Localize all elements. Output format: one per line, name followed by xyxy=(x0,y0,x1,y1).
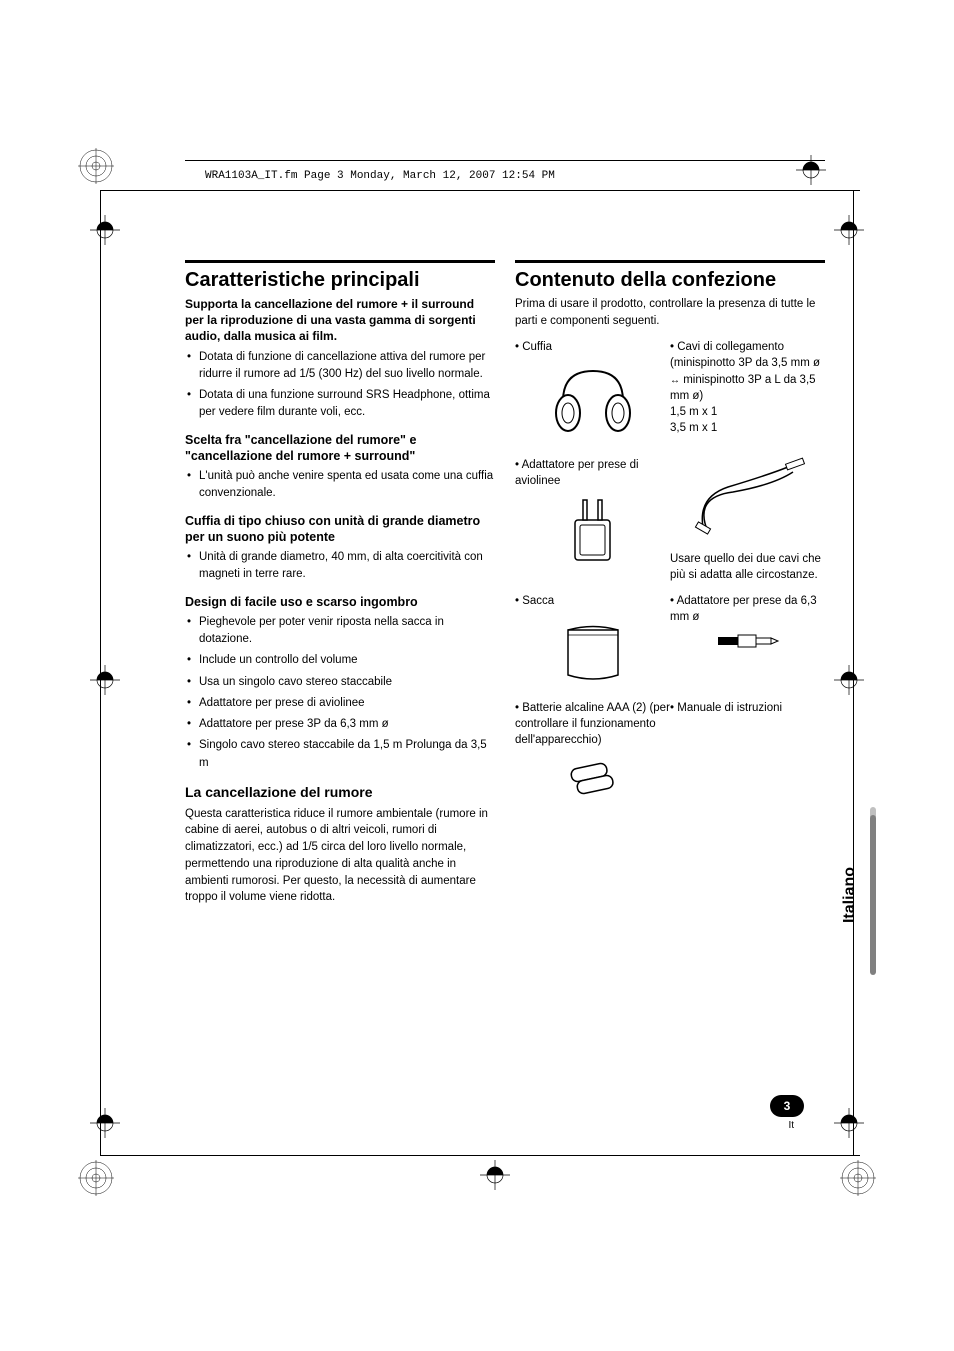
bullet-list: Unità di grande diametro, 40 mm, di alta… xyxy=(185,549,495,584)
header-runner: WRA1103A_IT.fm Page 3 Monday, March 12, … xyxy=(205,170,555,182)
intro-text: Prima di usare il prodotto, controllare … xyxy=(515,296,825,329)
register-mark-icon xyxy=(90,1108,120,1138)
subheading: Cuffia di tipo chiuso con unità di grand… xyxy=(185,513,495,546)
item-sacca: Sacca xyxy=(515,593,670,690)
list-item: Adattatore per prese di aviolinee xyxy=(199,695,495,712)
subheading: Design di facile uso e scarso ingombro xyxy=(185,594,495,610)
intro-bold: Supporta la cancellazione del rumore + i… xyxy=(185,296,495,345)
cable-icon xyxy=(688,457,808,547)
side-tab-label: Italiano xyxy=(841,867,859,923)
register-mark-icon xyxy=(834,1108,864,1138)
arrow-icon: ↔ xyxy=(670,375,680,386)
register-mark-icon xyxy=(834,215,864,245)
register-mark-icon xyxy=(480,1160,510,1190)
heading-caratteristiche: Caratteristiche principali xyxy=(185,269,495,292)
subheading: Scelta fra "cancellazione del rumore" e … xyxy=(185,432,495,465)
text: 1,5 m x 1 xyxy=(670,406,717,418)
register-mark-icon xyxy=(834,665,864,695)
list-item: Usa un singolo cavo stereo staccabile xyxy=(199,674,495,691)
header-rule xyxy=(185,160,825,161)
crop-mark-circle xyxy=(78,148,114,184)
frame-rule xyxy=(100,190,101,1155)
list-item: Adattatore per prese 3P da 6,3 mm ø xyxy=(199,716,495,733)
item-label: Batterie alcaline AAA (2) (per controlla… xyxy=(515,700,670,748)
page-number-badge: 3 xyxy=(770,1095,804,1117)
bullet-list: L'unità può anche venire spenta ed usata… xyxy=(185,468,495,503)
register-mark-icon xyxy=(90,665,120,695)
crop-mark-circle xyxy=(840,1160,876,1196)
item-label: Adattatore per prese di aviolinee xyxy=(515,457,670,489)
pouch-icon xyxy=(558,615,628,690)
page-lang-code: It xyxy=(788,1120,794,1131)
item-label: Cavi di collegamento (minispinotto 3P da… xyxy=(670,339,825,436)
list-item: Include un controllo del volume xyxy=(199,652,495,669)
page-number: 3 xyxy=(784,1099,791,1113)
paragraph: Questa caratteristica riduce il rumore a… xyxy=(185,806,495,906)
bullet-list: Dotata di funzione di cancellazione atti… xyxy=(185,349,495,422)
item-label: Sacca xyxy=(515,593,670,609)
cable-note: Usare quello dei due cavi che più si ada… xyxy=(670,551,825,583)
list-item: Pieghevole per poter venir riposta nella… xyxy=(199,614,495,649)
item-manuale: Manuale di istruzioni xyxy=(670,700,825,804)
item-cuffia: Cuffia xyxy=(515,339,670,446)
list-item: Singolo cavo stereo staccabile da 1,5 m … xyxy=(199,737,495,772)
item-cavi-image: Usare quello dei due cavi che più si ada… xyxy=(670,457,825,583)
list-item: L'unità può anche venire spenta ed usata… xyxy=(199,468,495,503)
list-item: Dotata di funzione di cancellazione atti… xyxy=(199,349,495,384)
bullet-list: Pieghevole per poter venir riposta nella… xyxy=(185,614,495,772)
frame-rule xyxy=(100,1155,860,1156)
adapter-plug-icon xyxy=(713,631,783,656)
frame-rule xyxy=(100,190,860,191)
item-label: Manuale di istruzioni xyxy=(670,700,825,716)
crop-mark-circle xyxy=(78,1160,114,1196)
item-cavi: Cavi di collegamento (minispinotto 3P da… xyxy=(670,339,825,446)
register-mark-icon xyxy=(90,215,120,245)
list-item: Unità di grande diametro, 40 mm, di alta… xyxy=(199,549,495,584)
heading-contenuto: Contenuto della confezione xyxy=(515,269,825,292)
frame-rule xyxy=(853,190,854,1155)
right-column: Contenuto della confezione Prima di usar… xyxy=(515,260,825,916)
language-side-tab: Italiano xyxy=(836,830,864,960)
headphones-icon xyxy=(548,361,638,446)
side-tab-bar xyxy=(870,815,876,975)
text: 3,5 m x 1 xyxy=(670,422,717,434)
subheading-large: La cancellazione del rumore xyxy=(185,784,495,800)
left-column: Caratteristiche principali Supporta la c… xyxy=(185,260,495,916)
batteries-icon xyxy=(563,754,623,804)
text: Cavi di collegamento (minispinotto 3P da… xyxy=(670,341,820,369)
text: minispinotto 3P a L da 3,5 mm ø) xyxy=(670,374,816,402)
contents-grid: Cuffia Cavi di collegamento (minispinott… xyxy=(515,339,825,814)
airline-adapter-icon xyxy=(565,495,620,570)
section-bar xyxy=(515,260,825,263)
list-item: Dotata di una funzione surround SRS Head… xyxy=(199,387,495,422)
item-label: Cuffia xyxy=(515,339,670,355)
section-bar xyxy=(185,260,495,263)
item-batterie: Batterie alcaline AAA (2) (per controlla… xyxy=(515,700,670,804)
item-label: Adattatore per prese da 6,3 mm ø xyxy=(670,593,825,625)
item-adattatore-avio: Adattatore per prese di aviolinee xyxy=(515,457,670,583)
item-adattatore-63: Adattatore per prese da 6,3 mm ø xyxy=(670,593,825,690)
